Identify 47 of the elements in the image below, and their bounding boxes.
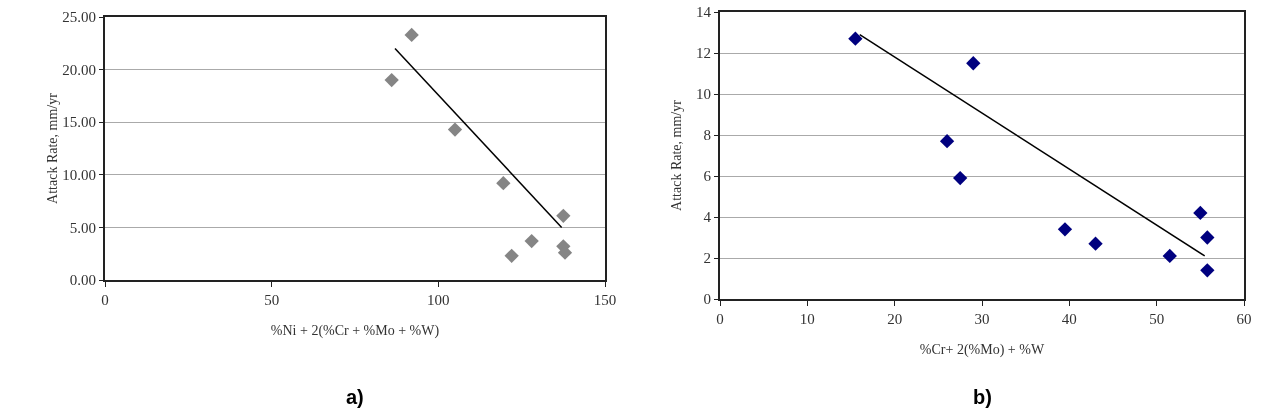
x-tick-label: 10 <box>799 311 815 327</box>
point <box>556 208 571 223</box>
point <box>404 27 419 43</box>
point <box>966 56 981 71</box>
y-tick-label: 10 <box>696 86 711 103</box>
y-tick-label: 4 <box>703 209 712 226</box>
x-tick-label: 100 <box>427 292 450 308</box>
y-axis-title: Attack Rate, mm/yr <box>45 92 61 204</box>
y-tick-label: 25.00 <box>62 9 96 26</box>
x-tick-label: 0 <box>716 311 724 327</box>
point <box>953 170 968 186</box>
x-tick-label: 30 <box>974 311 990 327</box>
y-tick-label: 20.00 <box>62 61 96 78</box>
y-tick-label: 8 <box>703 127 711 144</box>
point <box>1057 222 1073 237</box>
y-axis-title: Attack Rate, mm/yr <box>669 99 684 211</box>
point <box>1162 248 1177 264</box>
y-tick-label: 15.00 <box>62 114 96 131</box>
point <box>1200 263 1215 278</box>
point <box>447 122 463 137</box>
point <box>504 248 519 263</box>
y-tick-label: 12 <box>696 45 711 62</box>
point <box>496 176 511 191</box>
x-tick-label: 50 <box>1149 311 1165 327</box>
x-tick-label: 50 <box>264 292 280 308</box>
point <box>1200 230 1215 245</box>
x-tick-label: 150 <box>593 292 617 308</box>
point <box>524 233 539 249</box>
x-tick-label: 20 <box>887 311 903 327</box>
x-tick-label: 40 <box>1061 311 1077 327</box>
point <box>1088 236 1103 251</box>
point <box>384 72 399 88</box>
y-tick-label: 10.00 <box>62 167 96 184</box>
x-tick-label: 0 <box>101 292 109 308</box>
point <box>1193 205 1208 221</box>
y-tick-label: 0.00 <box>69 272 96 289</box>
y-tick-label: 14 <box>696 4 712 21</box>
point <box>848 31 863 46</box>
text: a) <box>346 386 364 408</box>
text: b) <box>973 386 992 408</box>
x-axis-title: %Ni + 2(%Cr + %Mo + %W) <box>270 322 440 339</box>
y-tick-label: 6 <box>703 168 712 185</box>
y-tick-label: 5.00 <box>69 219 96 236</box>
point <box>939 134 955 149</box>
y-tick-label: 2 <box>703 250 711 267</box>
x-axis-title: %Cr+ 2(%Mo) + %W <box>919 341 1045 358</box>
x-tick-label: 60 <box>1236 311 1252 327</box>
